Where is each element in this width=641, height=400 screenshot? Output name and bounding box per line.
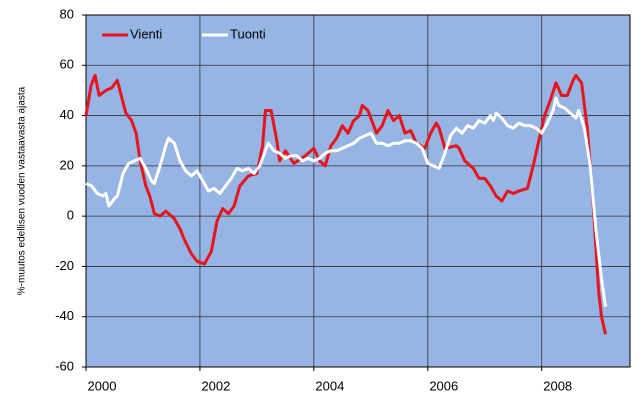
plot-border <box>85 14 631 368</box>
x-tick-label: 2000 <box>88 378 117 393</box>
x-tick-label: 2004 <box>315 378 344 393</box>
legend-label: Vienti <box>130 26 162 41</box>
y-tick-label: 80 <box>60 6 74 21</box>
y-axis-label: %-muutos edellisen vuoden vastaavasta aj… <box>17 86 28 295</box>
y-tick-label: 40 <box>60 107 74 122</box>
x-tick-label: 2006 <box>429 378 458 393</box>
x-tick-label: 2002 <box>201 378 230 393</box>
plot-area <box>86 15 630 367</box>
x-tick-label: 2008 <box>543 378 572 393</box>
y-tick-label: 60 <box>60 57 74 72</box>
data-line <box>85 96 607 307</box>
legend-label: Tuonti <box>230 26 266 41</box>
y-tick-label: -40 <box>55 308 74 323</box>
y-tick-label: 20 <box>60 157 74 172</box>
y-tick-label: -60 <box>55 358 74 373</box>
y-tick-label: -20 <box>55 258 74 273</box>
y-tick-label: 0 <box>67 208 74 223</box>
data-line <box>84 73 607 335</box>
